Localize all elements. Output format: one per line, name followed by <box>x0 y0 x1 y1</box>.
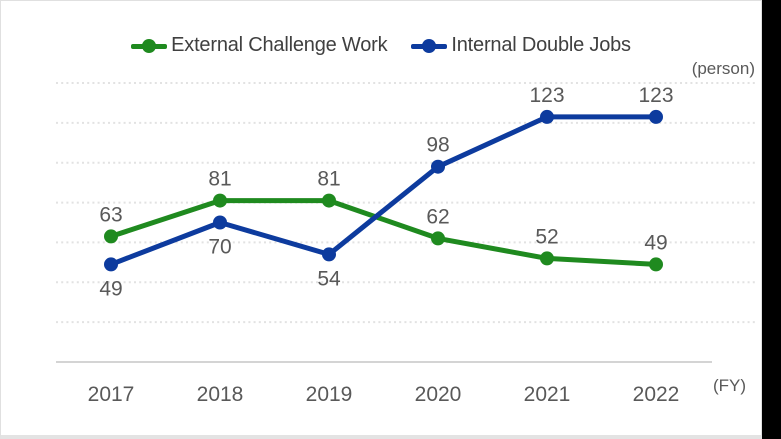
data-point-marker <box>649 109 663 124</box>
legend-item-internal-double-jobs: Internal Double Jobs <box>411 34 631 57</box>
data-label: 54 <box>317 267 341 290</box>
x-axis-tick-label: 2020 <box>415 383 462 406</box>
x-axis-tick-label: 2021 <box>524 383 571 406</box>
data-point-marker <box>322 247 336 262</box>
data-label: 81 <box>208 168 231 191</box>
data-label: 123 <box>638 84 673 107</box>
x-axis-tick-label: 2018 <box>197 383 244 406</box>
data-label: 98 <box>426 134 449 157</box>
data-point-marker <box>649 257 663 272</box>
legend-label-internal-double-jobs: Internal Double Jobs <box>451 34 631 56</box>
data-point-marker <box>540 251 554 266</box>
series-line-1 <box>108 114 659 267</box>
blue-line-marker-icon <box>411 38 448 53</box>
chart-card: External Challenge Work Internal Double … <box>0 0 762 439</box>
data-point-marker <box>213 193 227 208</box>
legend-item-external-challenge-work: External Challenge Work <box>131 34 388 57</box>
data-point-marker <box>431 159 445 174</box>
data-label: 49 <box>644 231 667 254</box>
data-point-marker <box>431 231 445 246</box>
data-label: 62 <box>426 205 449 228</box>
y-axis-unit-label: (person) <box>691 59 755 78</box>
data-label: 49 <box>99 277 122 300</box>
data-label: 81 <box>317 168 340 191</box>
data-point-marker <box>322 193 336 208</box>
x-axis-unit-label: (FY) <box>713 376 747 395</box>
data-label: 70 <box>208 236 231 259</box>
data-point-marker <box>213 215 227 230</box>
data-label: 63 <box>99 203 122 226</box>
chart-legend: External Challenge Work Internal Double … <box>1 34 761 57</box>
x-axis-tick-label: 2017 <box>88 383 135 406</box>
data-point-marker <box>104 229 118 244</box>
data-label: 123 <box>529 84 564 107</box>
line-chart-plot-area: 63 81 81 62 52 49 49 70 54 98 123 123 2017 2018 2019 20… <box>56 82 755 406</box>
legend-label-external-challenge-work: External Challenge Work <box>171 34 388 56</box>
data-point-marker <box>104 257 118 272</box>
series-line-0 <box>108 198 659 267</box>
data-point-marker <box>540 109 554 124</box>
x-axis-tick-label: 2019 <box>306 383 353 406</box>
green-line-marker-icon <box>131 38 168 53</box>
x-axis-tick-label: 2022 <box>633 383 680 406</box>
data-label: 52 <box>535 225 558 248</box>
